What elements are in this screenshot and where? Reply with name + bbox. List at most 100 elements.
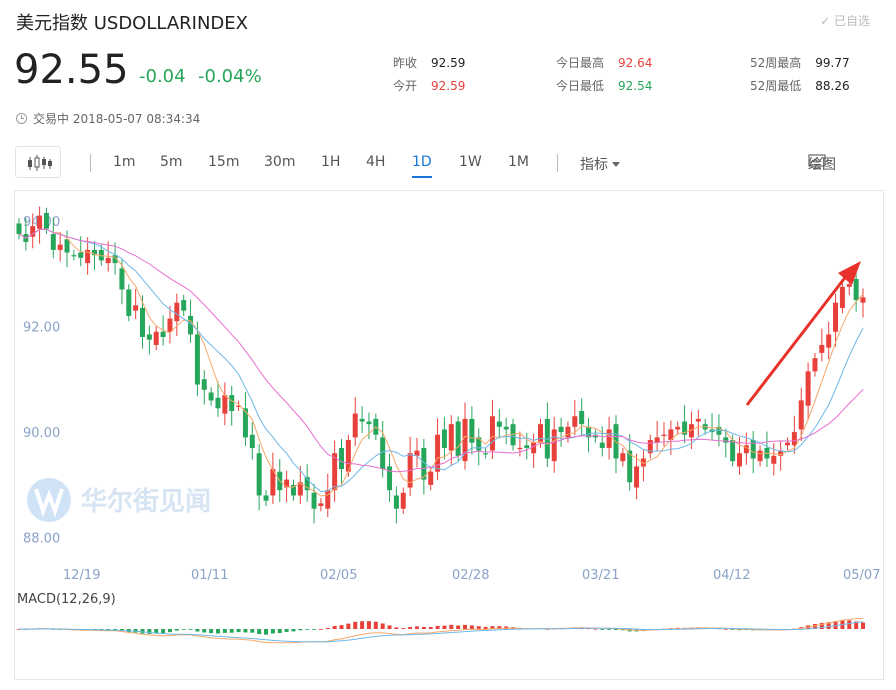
candle bbox=[476, 428, 482, 466]
candle-body bbox=[126, 289, 132, 316]
candle bbox=[400, 487, 406, 514]
candle-body bbox=[723, 437, 729, 443]
candle bbox=[167, 305, 173, 344]
candle bbox=[50, 217, 56, 259]
macd-bar bbox=[332, 625, 337, 629]
candle bbox=[469, 406, 475, 455]
period-tab-5m[interactable]: 5m bbox=[160, 154, 183, 170]
candle-body bbox=[668, 429, 674, 441]
candle bbox=[682, 405, 688, 444]
macd-bar bbox=[346, 623, 351, 629]
candle-body bbox=[167, 318, 173, 332]
candle bbox=[489, 399, 495, 460]
candle-body bbox=[30, 226, 36, 237]
candle bbox=[819, 328, 825, 362]
candle bbox=[572, 399, 578, 436]
period-tab-1m[interactable]: 1m bbox=[113, 154, 136, 170]
candle bbox=[778, 441, 784, 471]
macd-bar bbox=[318, 628, 323, 630]
period-tab-1h[interactable]: 1H bbox=[321, 154, 341, 170]
price-chart-canvas[interactable]: 华尔街见闻94.0092.0090.0088.0012/1901/1102/05… bbox=[15, 191, 883, 679]
candle bbox=[290, 479, 296, 501]
macd-bar bbox=[854, 621, 859, 629]
draw-button[interactable]: 绘图 bbox=[808, 154, 836, 174]
candle-body bbox=[853, 278, 859, 301]
macd-bar bbox=[847, 620, 852, 629]
candle bbox=[270, 452, 276, 504]
macd-bar bbox=[215, 629, 220, 634]
period-tab-1m[interactable]: 1M bbox=[508, 154, 529, 170]
y-axis-tick-label: 92.00 bbox=[23, 320, 60, 335]
macd-bar bbox=[401, 628, 406, 629]
watchlist-toggle[interactable]: ✓ 已自选 bbox=[820, 14, 870, 28]
candle bbox=[140, 295, 146, 349]
candle bbox=[599, 426, 605, 457]
candle-body bbox=[229, 395, 235, 411]
candle-body bbox=[489, 416, 495, 451]
macd-bar bbox=[270, 629, 275, 634]
candle bbox=[318, 498, 324, 512]
period-tab-15m[interactable]: 15m bbox=[208, 154, 240, 170]
candle bbox=[146, 325, 152, 355]
stat-open: 今开 92.59 bbox=[393, 79, 466, 93]
candle bbox=[455, 416, 461, 462]
macd-bar bbox=[456, 625, 461, 629]
candle-body bbox=[778, 450, 784, 456]
candle-body bbox=[613, 424, 619, 459]
candle-body bbox=[71, 255, 77, 257]
candle-body bbox=[441, 429, 447, 448]
period-tab-1w[interactable]: 1W bbox=[459, 154, 482, 170]
candle bbox=[483, 447, 489, 459]
candle-body bbox=[640, 458, 646, 467]
candle bbox=[37, 206, 43, 244]
macd-bar bbox=[613, 629, 618, 630]
candle-body bbox=[98, 249, 104, 261]
candle-body bbox=[647, 440, 653, 454]
candle-body bbox=[661, 434, 667, 436]
x-axis-tick-label: 01/11 bbox=[191, 568, 228, 583]
candle-body bbox=[119, 268, 125, 290]
candle bbox=[654, 421, 660, 452]
candle-body bbox=[599, 442, 605, 448]
candle-body bbox=[249, 434, 255, 448]
macd-bar bbox=[209, 629, 214, 634]
period-tab-4h[interactable]: 4H bbox=[366, 154, 386, 170]
candle-body bbox=[414, 450, 420, 456]
candle bbox=[194, 321, 200, 397]
candle-body bbox=[455, 421, 461, 456]
candle-body bbox=[716, 426, 722, 435]
candle-body bbox=[236, 405, 242, 407]
x-axis-tick-label: 12/19 bbox=[63, 568, 100, 583]
macd-bar bbox=[490, 626, 495, 629]
candle-body bbox=[160, 331, 166, 338]
indicator-menu[interactable]: 指标 bbox=[580, 154, 620, 174]
candle-body bbox=[208, 392, 214, 401]
macd-bar bbox=[380, 623, 385, 629]
candle bbox=[860, 288, 866, 318]
drawing-chart-icon bbox=[808, 154, 826, 169]
candle-body bbox=[634, 466, 640, 488]
price-chart[interactable]: 华尔街见闻94.0092.0090.0088.0012/1901/1102/05… bbox=[14, 190, 884, 680]
candle-body bbox=[586, 426, 592, 438]
candle bbox=[771, 443, 777, 476]
candle bbox=[544, 402, 550, 467]
candle bbox=[229, 386, 235, 426]
candle bbox=[723, 428, 729, 458]
macd-bar bbox=[174, 629, 179, 631]
candle-body bbox=[496, 421, 502, 427]
period-tab-1d[interactable]: 1D bbox=[412, 154, 432, 178]
toolbar-divider bbox=[557, 154, 558, 172]
macd-bar bbox=[195, 629, 200, 632]
chart-type-button[interactable] bbox=[15, 146, 61, 178]
candle bbox=[435, 418, 441, 481]
candle-body bbox=[188, 315, 194, 335]
candle bbox=[263, 490, 269, 507]
candle-body bbox=[503, 426, 509, 430]
macd-bar bbox=[469, 625, 474, 629]
candle-body bbox=[325, 490, 331, 509]
macd-bar bbox=[497, 626, 502, 629]
candle-body bbox=[133, 305, 139, 311]
candle-body bbox=[620, 453, 626, 462]
candle bbox=[812, 352, 818, 377]
period-tab-30m[interactable]: 30m bbox=[264, 154, 296, 170]
